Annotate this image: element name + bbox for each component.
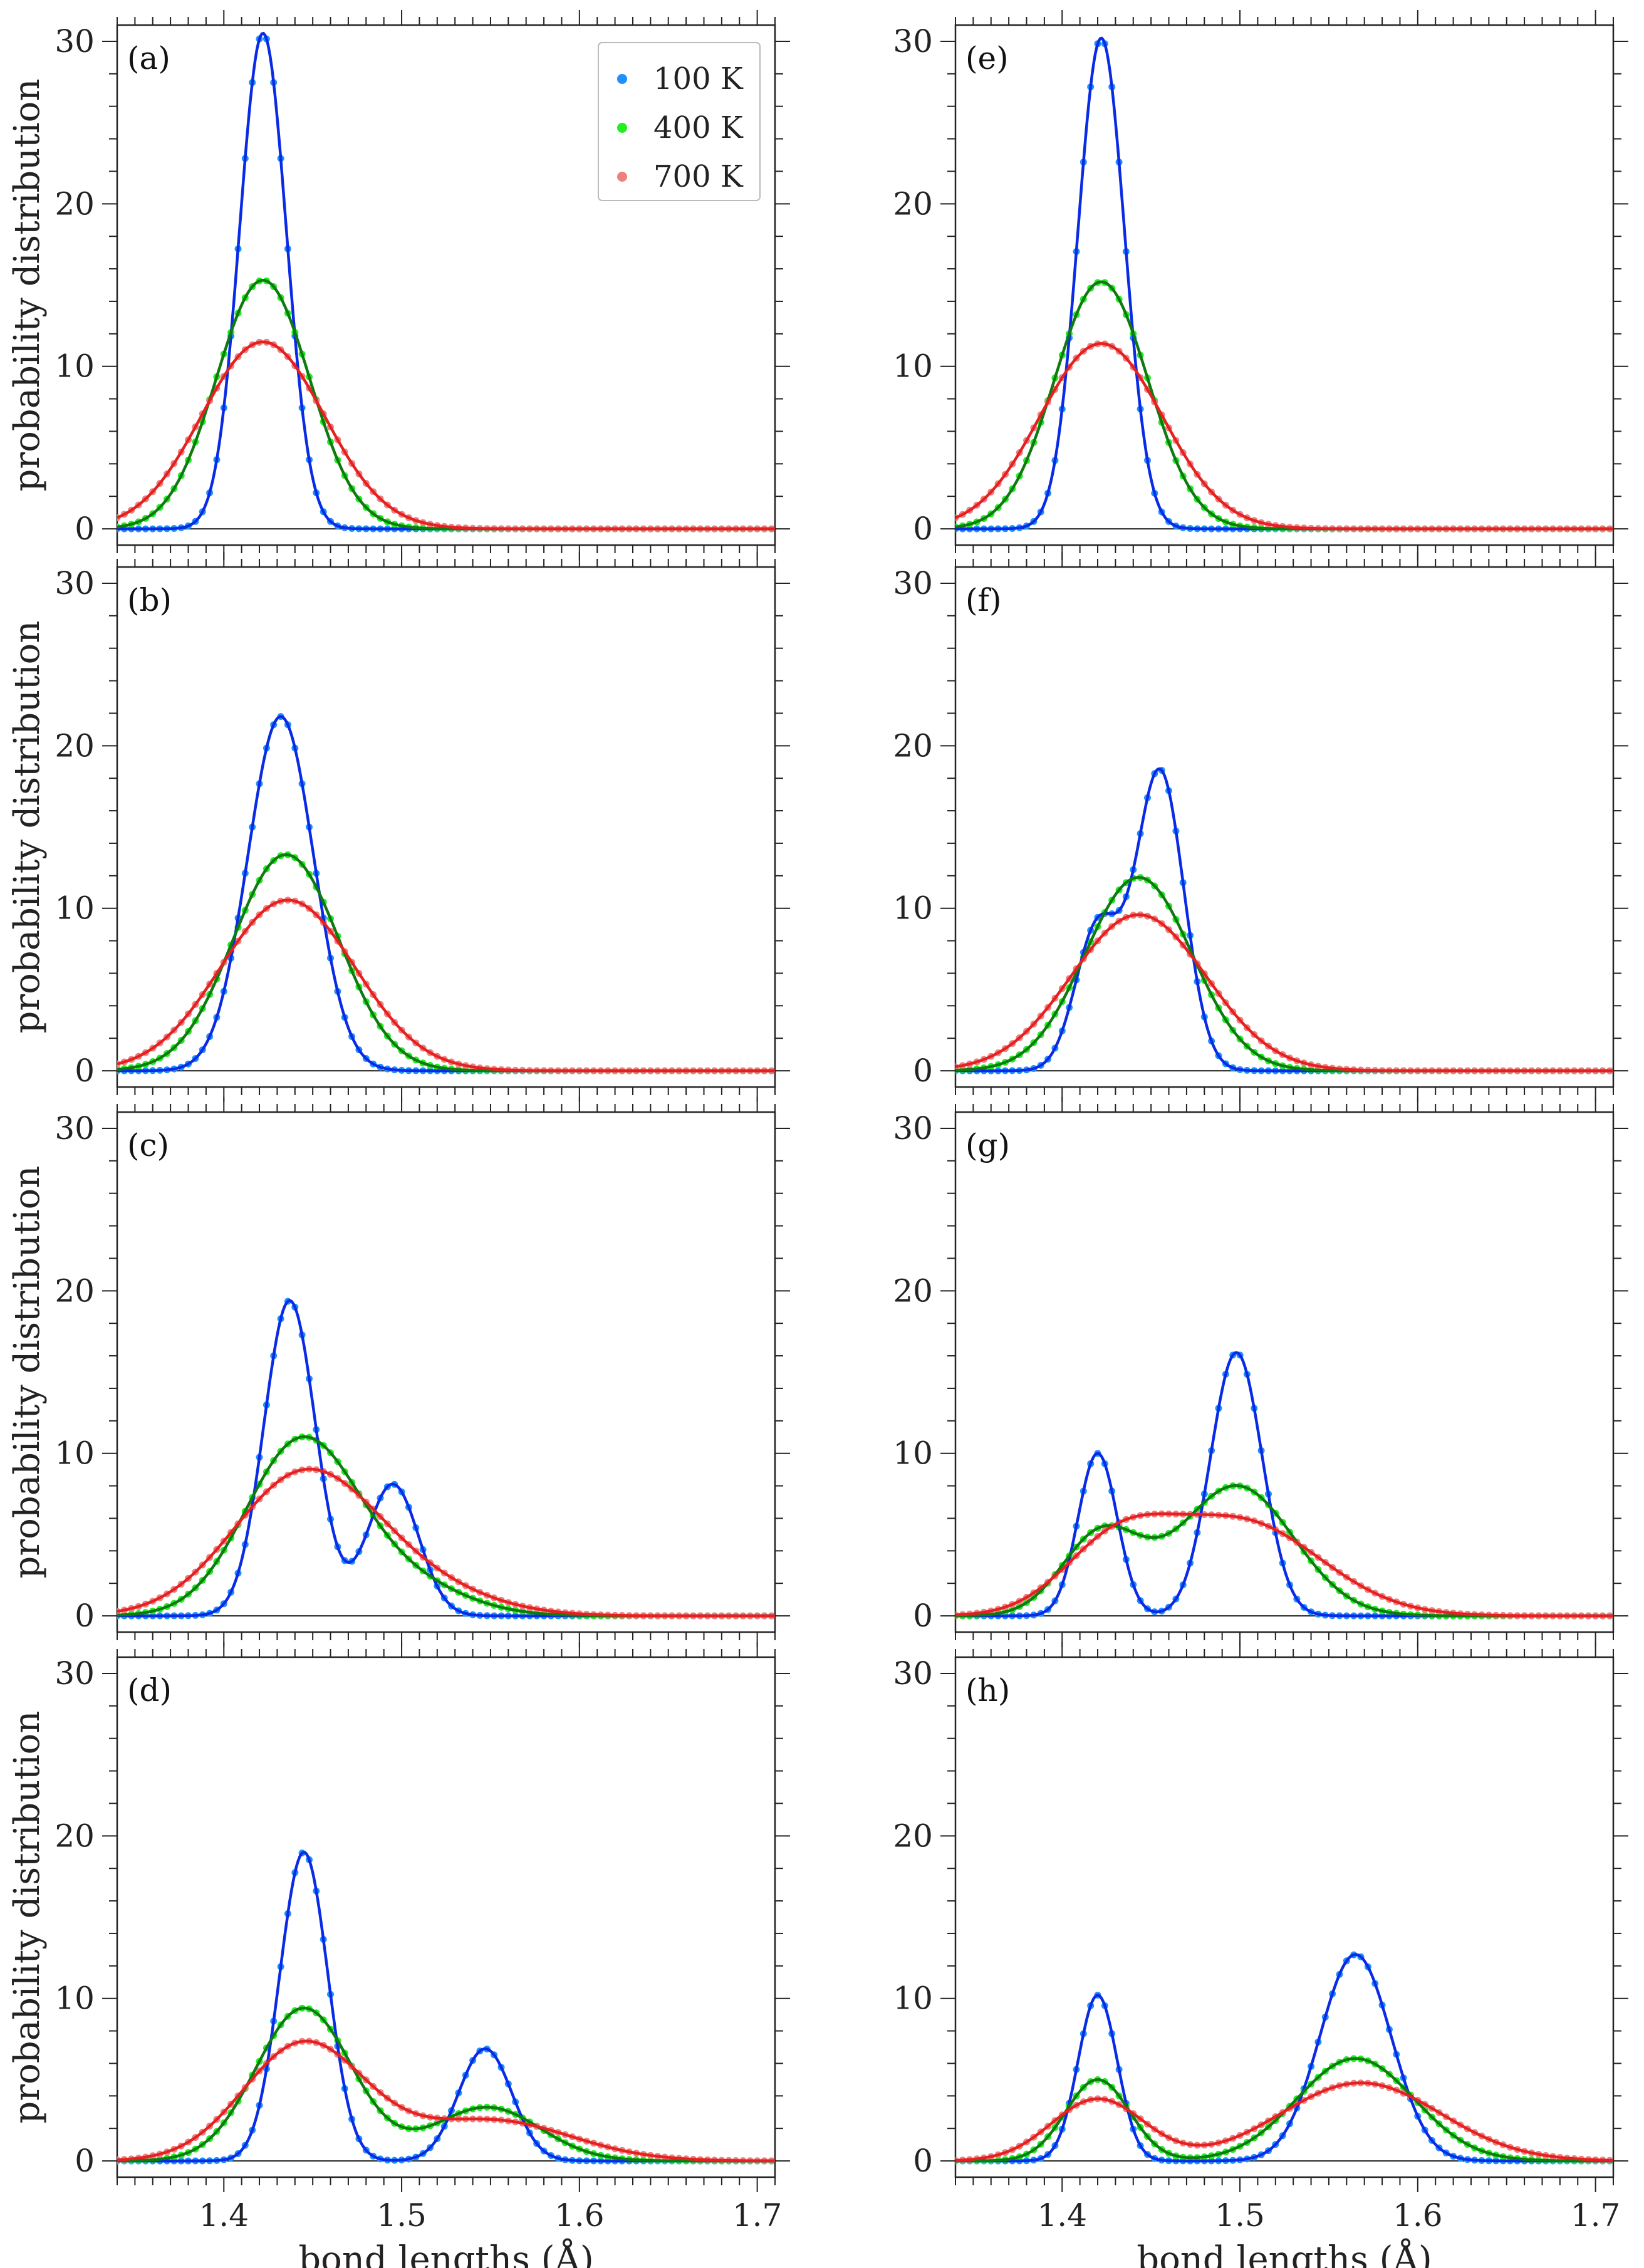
y-tick-label: 20 <box>55 185 95 222</box>
panels-group: 0 10 20 30 (a) probability distribution 100 K 4… <box>7 10 1628 2268</box>
panel-label: (f) <box>965 582 1002 618</box>
x-tick-label: 1.7 <box>732 2197 783 2234</box>
y-tick-label: 0 <box>75 1598 95 1634</box>
panel-frame <box>954 566 1615 1088</box>
y-tick-label: 20 <box>55 1272 95 1309</box>
legend-label: 100 K <box>653 61 744 96</box>
panel-b: 0 10 20 30 (b) probability distribution <box>7 552 790 1102</box>
legend: 100 K 400 K 700 K <box>598 42 761 201</box>
y-tick-label: 30 <box>55 1655 95 1692</box>
fit-line-100-k <box>955 1953 1613 2163</box>
y-tick-label: 20 <box>55 1818 95 1854</box>
y-tick-label: 10 <box>893 890 933 927</box>
fit-line-700-k <box>955 913 1613 1073</box>
x-tick-label: 1.4 <box>1038 2197 1088 2234</box>
y-axis-title: probability distribution <box>7 1166 48 1579</box>
panel-h: 0 10 20 30 1.4 1.5 1.6 1.7 (h) bond lengths (Å) <box>893 1642 1628 2268</box>
panel-e: 0 10 20 30 (e) <box>893 10 1628 560</box>
fit-line-700-k <box>117 1467 775 1618</box>
x-tick-label: 1.5 <box>377 2197 427 2234</box>
plot-area <box>117 1298 775 1620</box>
x-axis-title: bond lengths (Å) <box>1137 2238 1432 2268</box>
y-tick-label: 10 <box>55 890 95 927</box>
y-tick-label: 0 <box>75 511 95 547</box>
panel-frame <box>954 24 1615 546</box>
y-tick-label: 30 <box>55 565 95 601</box>
fit-line-700-k <box>955 1512 1613 1618</box>
x-tick-label: 1.6 <box>1393 2197 1443 2234</box>
panel-d: 0 10 20 30 1.4 1.5 1.6 1.7 (d) probability distri… <box>7 1642 790 2268</box>
legend-label: 400 K <box>653 110 744 145</box>
y-tick-label: 10 <box>55 1980 95 2017</box>
y-tick-label: 10 <box>893 1980 933 2017</box>
y-tick-label: 30 <box>55 1110 95 1147</box>
plot-area <box>955 1351 1613 1620</box>
panel-frame <box>116 24 776 546</box>
y-tick-label: 30 <box>893 1110 933 1147</box>
plot-area <box>955 36 1613 533</box>
y-tick-label: 10 <box>55 1435 95 1472</box>
y-tick-label: 10 <box>55 348 95 385</box>
panel-f: 0 10 20 30 (f) <box>893 552 1628 1102</box>
y-tick-label: 30 <box>893 565 933 601</box>
panel-frame <box>954 1656 1615 2178</box>
y-tick-label: 10 <box>893 1435 933 1472</box>
plot-area <box>955 767 1613 1074</box>
y-tick-label: 10 <box>893 348 933 385</box>
x-tick-label: 1.7 <box>1571 2197 1621 2234</box>
y-tick-label: 0 <box>75 2143 95 2179</box>
y-tick-label: 30 <box>893 23 933 60</box>
panel-g: 0 10 20 30 (g) <box>893 1097 1628 1647</box>
panel-frame <box>954 1111 1615 1633</box>
y-axis-title: probability distribution <box>7 1711 48 2124</box>
panel-frame <box>116 1656 776 2178</box>
panel-label: (c) <box>127 1127 169 1163</box>
y-tick-label: 20 <box>893 1818 933 1854</box>
y-tick-label: 20 <box>55 727 95 764</box>
panel-label: (b) <box>127 582 172 618</box>
x-axis-title: bond lengths (Å) <box>298 2238 594 2268</box>
panel-frame <box>116 566 776 1088</box>
x-tick-label: 1.5 <box>1215 2197 1265 2234</box>
panel-label: (h) <box>965 1672 1010 1709</box>
panel-label: (d) <box>127 1672 172 1709</box>
y-axis-title: probability distribution <box>7 79 48 492</box>
y-tick-label: 30 <box>893 1655 933 1692</box>
y-tick-label: 20 <box>893 727 933 764</box>
plot-area <box>117 1849 775 2165</box>
panel-label: (a) <box>127 40 170 76</box>
legend-box <box>598 42 761 201</box>
legend-marker <box>617 123 627 133</box>
plot-area <box>955 1951 1613 2165</box>
legend-label: 700 K <box>653 159 744 194</box>
fit-line-700-k <box>117 340 775 531</box>
y-tick-label: 0 <box>913 1053 933 1089</box>
y-tick-label: 30 <box>55 23 95 60</box>
fit-line-700-k <box>117 2039 775 2163</box>
fit-line-700-k <box>955 2081 1613 2162</box>
fit-line-700-k <box>117 898 775 1073</box>
y-axis-title: probability distribution <box>7 621 48 1034</box>
panel-label: (e) <box>965 40 1009 76</box>
y-tick-label: 0 <box>913 1598 933 1634</box>
plot-area <box>117 31 775 533</box>
panel-frame <box>116 1111 776 1633</box>
y-tick-label: 20 <box>893 1272 933 1309</box>
y-tick-label: 0 <box>75 1053 95 1089</box>
x-tick-label: 1.4 <box>199 2197 249 2234</box>
legend-marker <box>617 172 627 182</box>
y-tick-label: 0 <box>913 2143 933 2179</box>
x-tick-label: 1.6 <box>554 2197 605 2234</box>
fit-line-700-k <box>955 342 1613 531</box>
plot-area <box>117 713 775 1074</box>
y-tick-label: 0 <box>913 511 933 547</box>
legend-marker <box>617 74 627 84</box>
panel-label: (g) <box>965 1127 1010 1163</box>
panel-c: 0 10 20 30 (c) probability distribution <box>7 1097 790 1647</box>
panel-a: 0 10 20 30 (a) probability distribution 100 K 4… <box>7 10 790 560</box>
y-tick-label: 20 <box>893 185 933 222</box>
